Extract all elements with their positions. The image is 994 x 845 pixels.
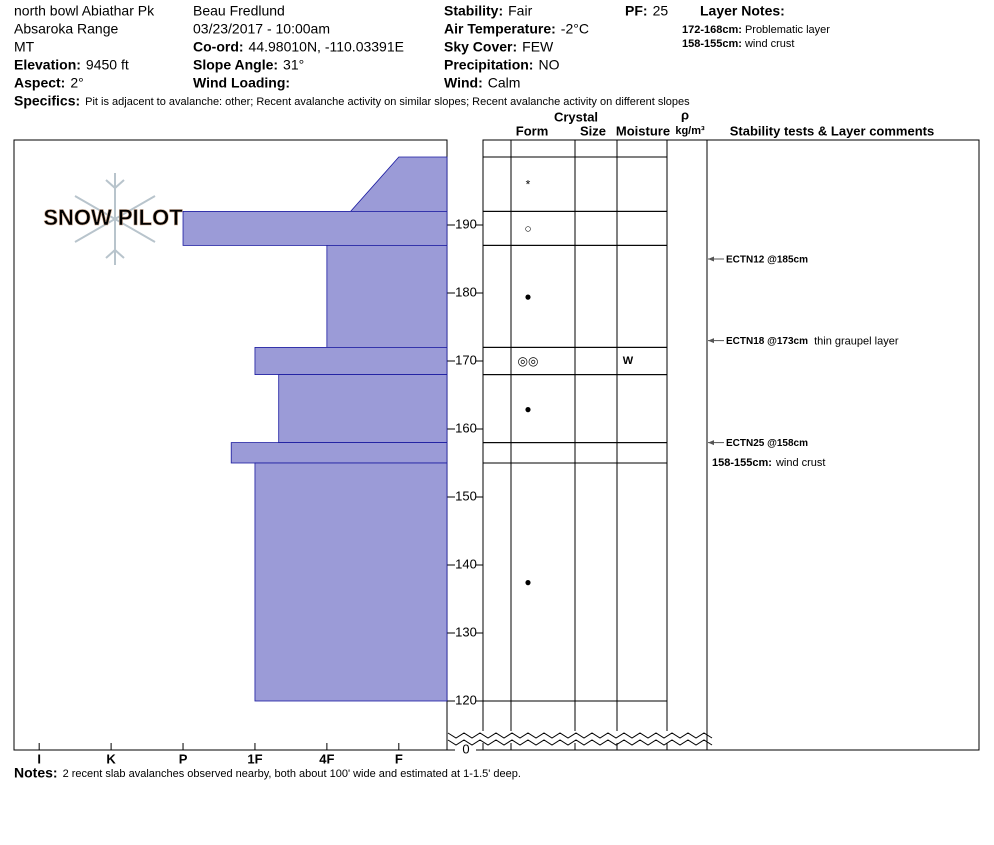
crystal-form: ○	[524, 222, 531, 236]
hardness-layer	[254, 346, 448, 375]
field-label: PF:	[625, 3, 648, 19]
field-label: Elevation:	[14, 57, 81, 73]
hardness-layer	[182, 210, 448, 246]
datetime: 03/23/2017 - 10:00am	[193, 21, 330, 37]
field-value: Fair	[508, 3, 532, 19]
table-header: Size	[580, 123, 606, 138]
test-label: ECTN12 @185cm	[726, 255, 808, 266]
field-value: 44.98010N, -110.03391E	[249, 39, 404, 55]
table-header: Form	[516, 123, 549, 138]
field-label: Slope Angle:	[193, 57, 278, 73]
x-tick-label: 1F	[247, 751, 262, 766]
layer-comment-range: 158-155cm:	[712, 457, 772, 469]
layer-table-frame	[482, 139, 708, 751]
field-value: -2°C	[561, 21, 589, 37]
field-value: Calm	[488, 75, 521, 91]
hardness-layer	[326, 244, 448, 348]
y-tick-label: 190	[455, 216, 477, 231]
field-value: 2°	[70, 75, 83, 91]
layer-comment: wind crust	[775, 457, 826, 469]
hardness-layer	[278, 374, 448, 444]
field-value: 2 recent slab avalanches observed nearby…	[63, 768, 521, 780]
x-tick-label: I	[37, 751, 41, 766]
table-header: ρ	[681, 107, 689, 122]
table-header: Stability tests & Layer comments	[730, 123, 934, 138]
location: north bowl Abiathar Pk	[14, 3, 155, 19]
y-tick-label: 0	[462, 741, 469, 756]
crystal-form: ◎◎	[518, 354, 539, 368]
field-label: Precipitation:	[444, 57, 533, 73]
field-value: 9450 ft	[86, 57, 129, 73]
y-tick-label: 150	[455, 488, 477, 503]
test-arrowhead	[708, 338, 714, 344]
range: Absaroka Range	[14, 21, 119, 37]
field-label: Sky Cover:	[444, 39, 517, 55]
field-value: 31°	[283, 57, 304, 73]
table-header: Crystal	[554, 109, 598, 124]
crystal-form: ●	[524, 575, 531, 589]
field-value: 25	[653, 3, 669, 19]
field-label: Notes:	[14, 765, 58, 781]
test-arrowhead	[708, 256, 714, 262]
observer: Beau Fredlund	[193, 3, 285, 19]
x-tick-label: F	[395, 751, 403, 766]
axis-break	[447, 732, 713, 746]
moisture: W	[623, 355, 634, 367]
table-header: Moisture	[616, 123, 670, 138]
field-value: Pit is adjacent to avalanche: other; Rec…	[85, 96, 690, 108]
crystal-form: ●	[524, 290, 531, 304]
test-label: ECTN18 @173cm	[726, 336, 808, 347]
field-label: Aspect:	[14, 75, 65, 91]
y-tick-label: 180	[455, 284, 477, 299]
state: MT	[14, 39, 35, 55]
x-tick-label: 4F	[319, 751, 334, 766]
field-label: Co-ord:	[193, 39, 244, 55]
layer-note: Problematic layer	[745, 24, 830, 36]
hardness-layer	[254, 462, 448, 702]
test-label: ECTN25 @158cm	[726, 438, 808, 449]
logo	[74, 173, 156, 265]
hardness-layer	[349, 156, 448, 212]
comments-frame	[706, 139, 980, 751]
y-tick-label: 120	[455, 692, 477, 707]
layer-note-range: 158-155cm:	[682, 38, 742, 50]
layer-notes-title: Layer Notes:	[700, 3, 785, 19]
x-tick-label: P	[179, 751, 188, 766]
layer-note-range: 172-168cm:	[682, 24, 742, 36]
test-comment: thin graupel layer	[814, 336, 899, 348]
field-value: FEW	[522, 39, 554, 55]
table-header: kg/m³	[675, 125, 705, 137]
layer-note: wind crust	[744, 38, 795, 50]
field-label: Stability:	[444, 3, 503, 19]
y-tick-label: 130	[455, 624, 477, 639]
y-tick-label: 170	[455, 352, 477, 367]
field-value: NO	[538, 57, 559, 73]
field-label: Wind:	[444, 75, 483, 91]
crystal-form: *	[526, 177, 531, 191]
logo-text: SNOW PILOT	[43, 205, 183, 230]
y-tick-label: 140	[455, 556, 477, 571]
field-label: Air Temperature:	[444, 21, 556, 37]
test-arrowhead	[708, 440, 714, 446]
field-label: Wind Loading:	[193, 75, 290, 91]
x-tick-label: K	[106, 751, 116, 766]
hardness-layer	[230, 442, 448, 464]
crystal-form: ●	[524, 402, 531, 416]
field-label: Specifics:	[14, 93, 80, 109]
y-tick-label: 160	[455, 420, 477, 435]
